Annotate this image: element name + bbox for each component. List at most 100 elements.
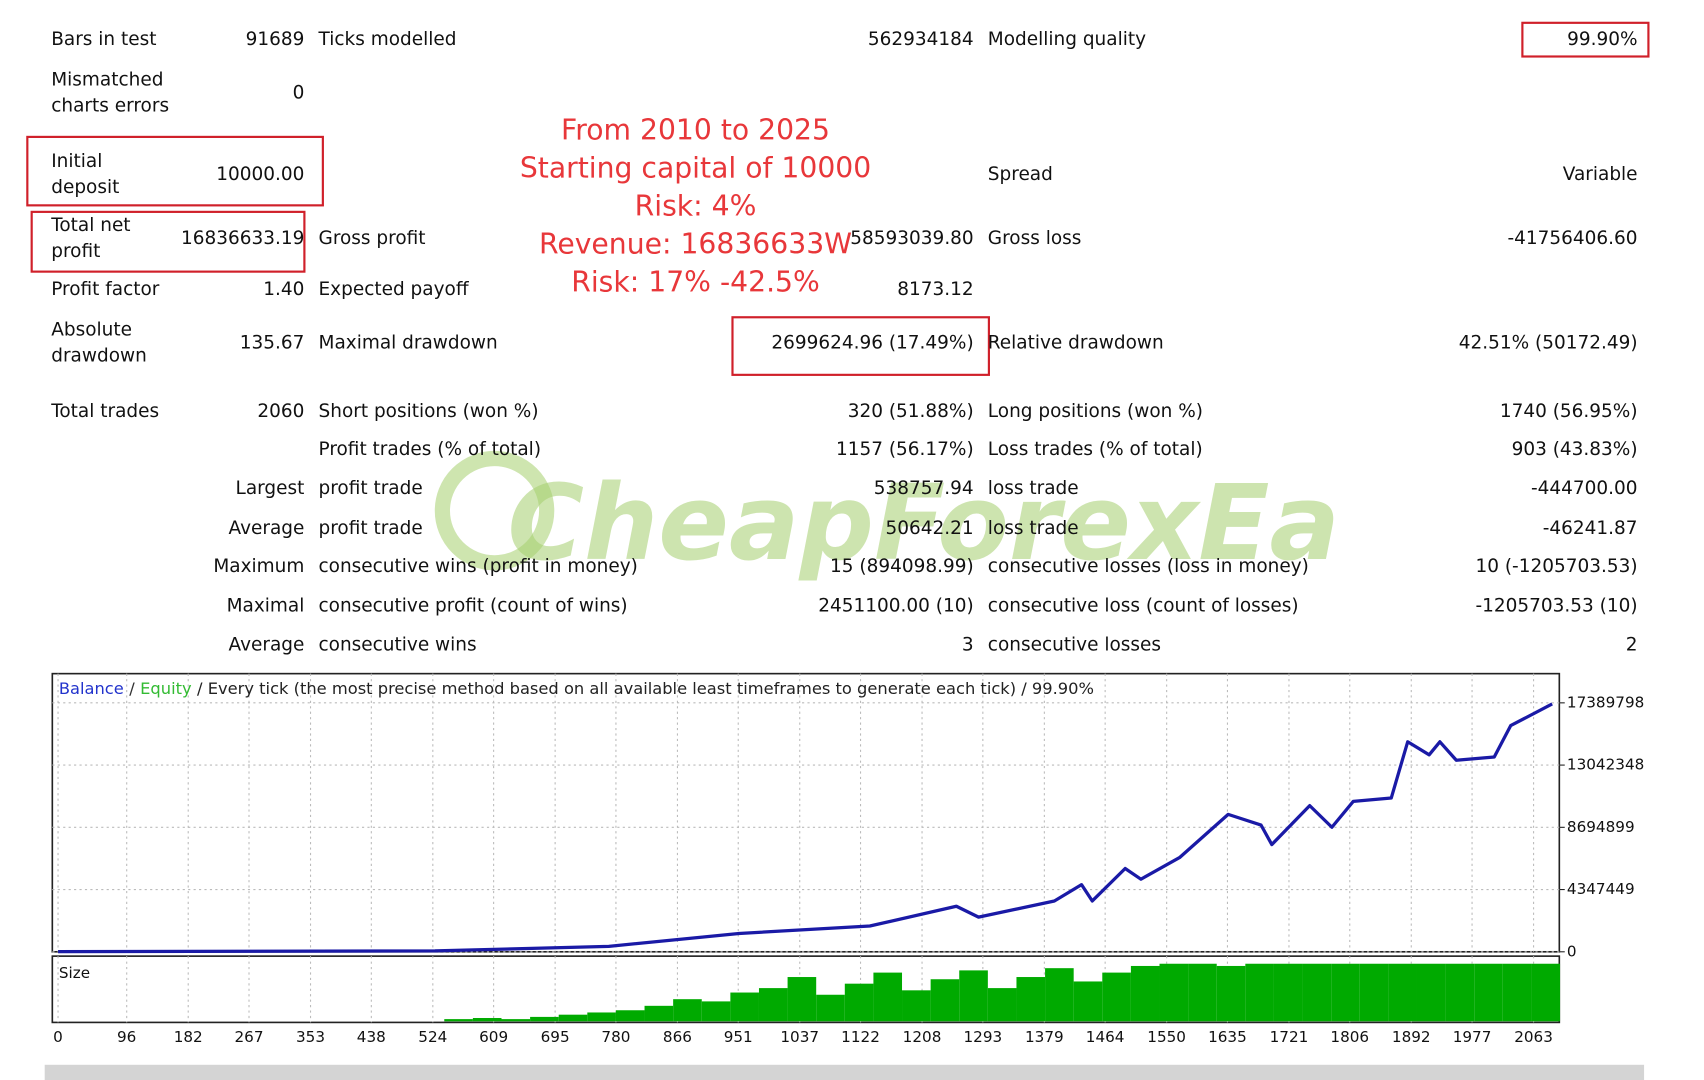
field-label: Profit trades (% of total) — [319, 439, 542, 460]
size-bar — [1130, 965, 1160, 1022]
x-tick-label: 780 — [601, 1028, 630, 1046]
x-tick-label: 609 — [479, 1028, 508, 1046]
size-bar — [959, 970, 988, 1022]
size-bar — [930, 979, 960, 1022]
size-bar — [1102, 972, 1131, 1022]
x-tick-label: 1293 — [963, 1028, 1002, 1046]
size-bar — [730, 992, 759, 1022]
field-value: Largest — [236, 478, 305, 499]
field-label: Modelling quality — [988, 29, 1146, 50]
field-label: Expected payoff — [319, 279, 470, 300]
legend-item: / — [129, 678, 135, 697]
field-label: Gross profit — [319, 228, 426, 249]
x-tick-label: 438 — [357, 1028, 386, 1046]
x-tick-label: 1037 — [780, 1028, 819, 1046]
x-tick-label: 1208 — [903, 1028, 942, 1046]
field-label: Ticks modelled — [318, 29, 457, 50]
field-value: 1.40 — [263, 279, 304, 300]
balance-panel — [51, 672, 1561, 953]
field-value: 135.67 — [240, 332, 305, 353]
field-label: Profit factor — [51, 279, 160, 300]
size-bar — [1245, 963, 1274, 1022]
field-value: 2451100.00 (10) — [818, 595, 973, 616]
size-bar — [787, 977, 817, 1022]
field-value: 16836633.19 — [181, 228, 304, 249]
field-label: Bars in test — [51, 29, 156, 50]
field-value: Average — [229, 634, 305, 655]
x-tick-label: 0 — [53, 1028, 63, 1046]
annotation: Starting capital of 10000 — [520, 151, 871, 184]
field-value: -1205703.53 (10) — [1475, 595, 1637, 616]
x-tick-label: 182 — [174, 1028, 203, 1046]
highlight-box — [1521, 21, 1650, 58]
field-label: Total net — [50, 215, 130, 236]
field-label: charts errors — [51, 95, 169, 116]
watermark: CheapForexEa — [507, 462, 1339, 584]
x-tick-label: 1892 — [1392, 1028, 1431, 1046]
field-label: consecutive wins — [319, 634, 477, 655]
field-label: profit trade — [319, 478, 423, 499]
size-bar — [844, 983, 874, 1022]
x-tick-label: 353 — [296, 1028, 325, 1046]
legend-item: Equity — [140, 678, 192, 697]
size-bar — [1188, 963, 1217, 1022]
field-value: 50642.21 — [886, 518, 974, 539]
size-bar — [1359, 963, 1389, 1022]
size-bar — [1073, 981, 1103, 1022]
field-label: profit — [51, 241, 100, 262]
size-bar — [1531, 963, 1561, 1022]
field-value: 903 (43.83%) — [1512, 439, 1638, 460]
field-value: -41756406.60 — [1508, 228, 1638, 249]
field-label: Maximal drawdown — [319, 332, 498, 353]
annotation: From 2010 to 2025 — [561, 113, 830, 146]
field-value: 1157 (56.17%) — [836, 439, 974, 460]
size-bar — [1016, 977, 1046, 1022]
field-label: consecutive losses — [988, 634, 1161, 655]
legend-item: / Every tick (the most precise method ba… — [197, 678, 1094, 697]
size-bar — [1474, 963, 1503, 1022]
field-value: 58593039.80 — [850, 228, 973, 249]
size-bar — [1445, 963, 1475, 1022]
field-value: 538757.94 — [874, 478, 974, 499]
x-tick-label: 267 — [234, 1028, 263, 1046]
panel-title: Size — [59, 964, 90, 982]
size-bar — [1502, 963, 1532, 1022]
size-bar — [615, 1010, 645, 1022]
size-bar — [1216, 965, 1246, 1022]
size-bar — [1045, 968, 1074, 1022]
field-label: loss trade — [988, 518, 1079, 539]
field-value: 10000.00 — [216, 164, 304, 185]
field-value: 10 (-1205703.53) — [1475, 556, 1637, 577]
field-value: Average — [229, 518, 305, 539]
field-value: 2060 — [257, 401, 304, 422]
size-bar — [501, 1019, 531, 1022]
x-tick-label: 1806 — [1330, 1028, 1369, 1046]
field-value: 1740 (56.95%) — [1500, 401, 1638, 422]
field-label: consecutive profit (count of wins) — [319, 595, 628, 616]
field-label: consecutive loss (count of losses) — [988, 595, 1299, 616]
y-tick-label: 0 — [1567, 942, 1577, 960]
field-value: 2699624.96 (17.49%) — [771, 332, 973, 353]
field-value: 320 (51.88%) — [848, 401, 974, 422]
size-bar — [472, 1018, 502, 1022]
field-label: consecutive losses (loss in money) — [988, 556, 1309, 577]
highlight-box — [30, 210, 306, 273]
y-tick-label: 17389798 — [1567, 693, 1644, 711]
legend-item: Balance — [59, 678, 124, 697]
field-label: drawdown — [51, 345, 147, 366]
size-bar — [673, 999, 702, 1022]
size-bar — [1273, 963, 1303, 1022]
x-tick-label: 2063 — [1514, 1028, 1553, 1046]
size-bar — [1331, 963, 1360, 1022]
size-bar — [530, 1016, 559, 1022]
legend: Balance / Equity / Every tick (the most pre… — [59, 678, 1094, 697]
x-tick-label: 524 — [418, 1028, 447, 1046]
field-label: Gross loss — [988, 228, 1082, 249]
y-tick-label: 13042348 — [1567, 756, 1644, 774]
annotation: Risk: 4% — [635, 190, 757, 223]
size-bar — [987, 988, 1017, 1022]
balance-line — [58, 702, 1553, 954]
field-label: Loss trades (% of total) — [988, 439, 1203, 460]
field-label: Relative drawdown — [988, 332, 1164, 353]
field-value: -444700.00 — [1531, 478, 1638, 499]
